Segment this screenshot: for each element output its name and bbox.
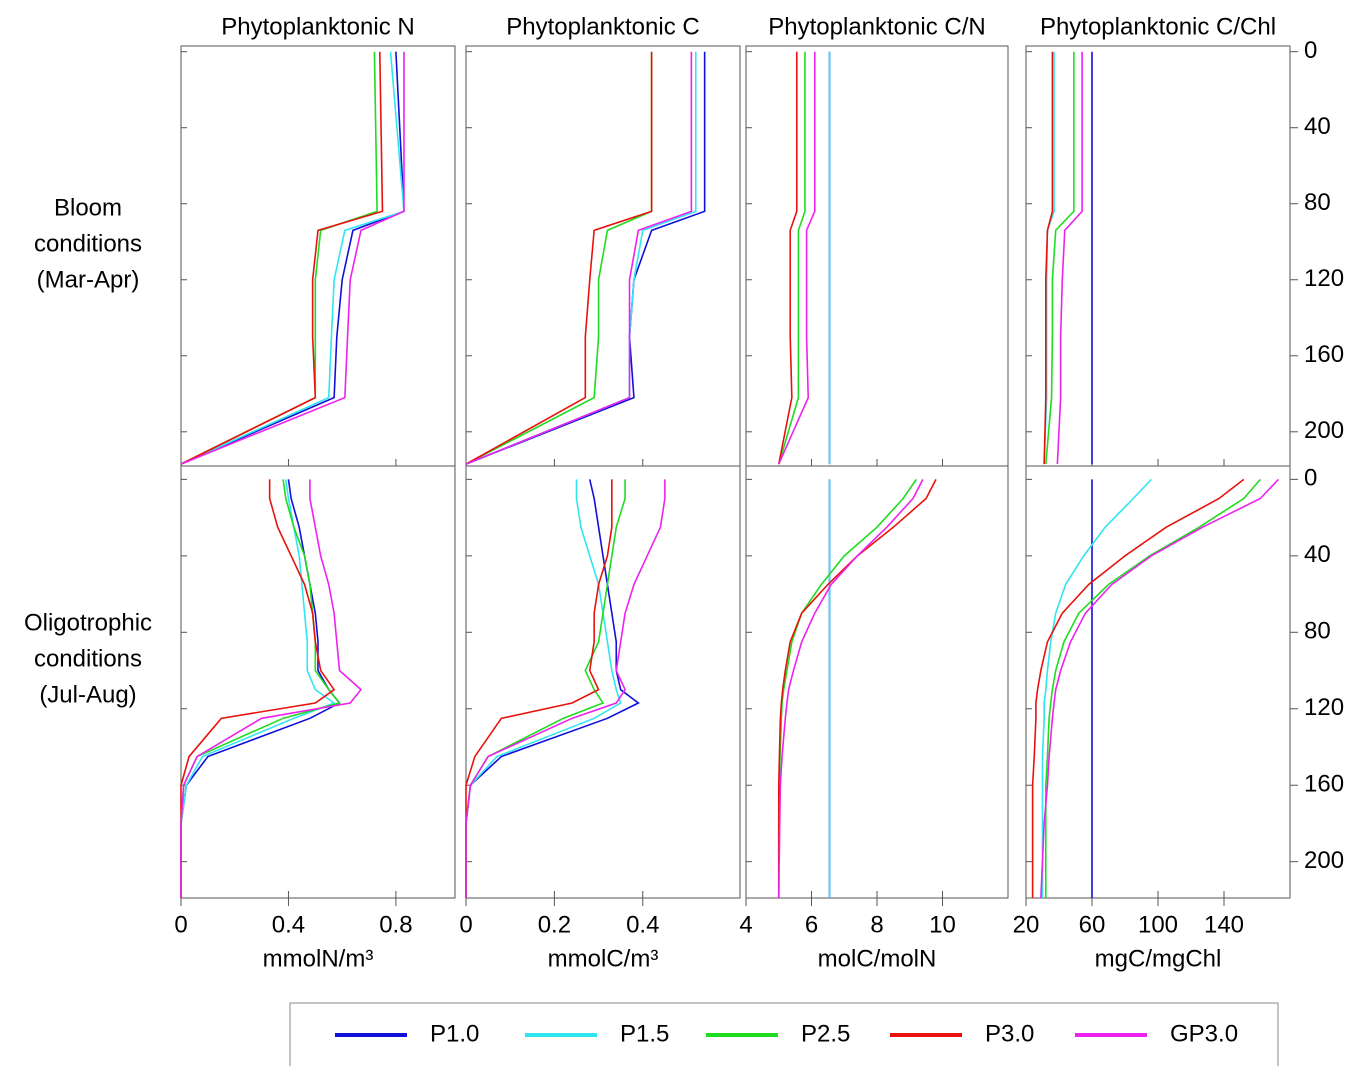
x-tick-label: 0.2 [538, 911, 571, 938]
y-tick-label: 200 [1304, 417, 1344, 444]
x-tick-label: 0 [459, 911, 472, 938]
x-axis-label: mmolN/m³ [263, 945, 374, 972]
legend-label: P1.0 [430, 1020, 479, 1047]
series-line [465, 51, 693, 465]
legend-label: GP3.0 [1170, 1020, 1238, 1047]
series-line [465, 51, 697, 465]
series-line [777, 51, 798, 465]
series-line [1045, 51, 1075, 465]
row-label: Bloom [54, 194, 122, 221]
y-tick-label: 120 [1304, 694, 1344, 721]
row-label: (Jul-Aug) [39, 681, 136, 708]
x-tick-label: 0.4 [626, 911, 659, 938]
series-line [1031, 478, 1245, 898]
x-tick-label: 0 [174, 911, 187, 938]
series-line [180, 51, 405, 465]
x-axis-label: molC/molN [818, 945, 937, 972]
series-line [777, 479, 937, 898]
panel-title: Phytoplanktonic N [221, 13, 414, 40]
series-line [180, 51, 405, 465]
plot-area [1025, 465, 1291, 899]
plot-area [465, 465, 741, 899]
series-line [180, 51, 384, 465]
series-line [778, 51, 816, 465]
series-line [465, 479, 622, 898]
y-tick-label: 0 [1304, 465, 1317, 492]
y-tick-label: 0 [1304, 37, 1317, 64]
series-line [1043, 51, 1054, 465]
x-tick-label: 20 [1013, 911, 1040, 938]
legend-label: P1.5 [620, 1020, 669, 1047]
series-line [180, 479, 363, 898]
series-line [465, 479, 640, 898]
plot-area [745, 45, 1009, 467]
series-line [777, 51, 806, 465]
x-tick-label: 6 [805, 911, 818, 938]
panel-title: Phytoplanktonic C/Chl [1040, 13, 1276, 40]
legend-label: P2.5 [801, 1020, 850, 1047]
row-label: Oligotrophic [24, 609, 152, 636]
y-tick-label: 120 [1304, 265, 1344, 292]
series-line [465, 479, 613, 898]
x-tick-label: 60 [1079, 911, 1106, 938]
series-line [1043, 51, 1055, 465]
x-axis-label: mmolC/m³ [548, 945, 659, 972]
series-line [777, 478, 917, 898]
series-line [1040, 478, 1280, 899]
x-tick-label: 140 [1204, 911, 1244, 938]
series-line [1056, 51, 1083, 465]
series-line [465, 51, 653, 465]
x-tick-label: 0.8 [379, 911, 412, 938]
series-line [180, 479, 336, 898]
row-label: conditions [34, 645, 142, 672]
y-tick-label: 200 [1304, 847, 1344, 874]
y-tick-label: 160 [1304, 771, 1344, 798]
row-label: conditions [34, 230, 142, 257]
y-tick-label: 160 [1304, 341, 1344, 368]
x-tick-label: 10 [929, 911, 956, 938]
x-tick-label: 8 [870, 911, 883, 938]
series-line [777, 479, 924, 899]
y-tick-label: 40 [1304, 541, 1331, 568]
plot-area [180, 465, 456, 899]
legend-label: P3.0 [985, 1020, 1034, 1047]
x-tick-label: 100 [1138, 911, 1178, 938]
y-tick-label: 40 [1304, 113, 1331, 140]
x-axis-label: mgC/mgChl [1095, 945, 1222, 972]
series-line [1045, 478, 1261, 898]
series-line [180, 479, 341, 898]
y-tick-label: 80 [1304, 618, 1331, 645]
x-tick-label: 4 [739, 911, 752, 938]
panel-title: Phytoplanktonic C [506, 13, 699, 40]
panel-title: Phytoplanktonic C/N [768, 13, 985, 40]
plot-area [1025, 45, 1291, 467]
series-line [1041, 478, 1152, 898]
series-line [180, 51, 405, 465]
series-line [465, 479, 666, 898]
row-label: (Mar-Apr) [37, 266, 140, 293]
x-tick-label: 0.4 [272, 911, 305, 938]
y-tick-label: 80 [1304, 189, 1331, 216]
series-line [180, 479, 336, 898]
